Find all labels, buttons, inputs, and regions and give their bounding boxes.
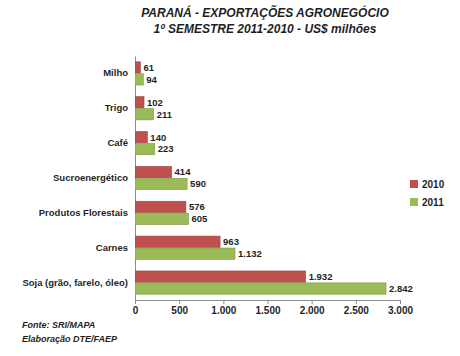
bar (135, 109, 154, 120)
bars (135, 62, 386, 294)
legend-label: 2011 (422, 197, 444, 208)
x-tick: 500 (171, 300, 188, 316)
x-tick-mark (268, 300, 269, 304)
bar (135, 213, 188, 224)
title: PARANÁ - EXPORTAÇÕES AGRONEGÓCIO (141, 5, 389, 20)
bar (135, 97, 144, 108)
y-tick: Sucroenergético (53, 172, 135, 183)
data-label: 1.932 (309, 271, 333, 282)
bar (135, 248, 235, 259)
y-tick: Carnes (96, 242, 135, 253)
y-axis: Milho Trigo Café Sucroenergético Produtos Fl… (22, 57, 135, 301)
bar (135, 143, 155, 154)
data-label: 576 (189, 201, 205, 212)
x-tick-mark (135, 300, 136, 304)
x-tick-mark (400, 300, 401, 304)
y-tick-label: Sucroenergético (53, 172, 128, 183)
annotation: Elaboração DTE/FAEP (22, 334, 118, 344)
data-label: 102 (147, 97, 163, 108)
x-tick: 3.000 (388, 300, 413, 316)
data-label: 2.842 (389, 283, 413, 294)
y-tick: Soja (grão, farelo, óleo) (22, 277, 135, 288)
data-label: 414 (175, 166, 192, 177)
legend-label: 2010 (422, 179, 445, 190)
x-tick-label: 0 (133, 305, 139, 316)
data-label: 963 (223, 236, 239, 247)
y-tick: Milho (103, 67, 135, 78)
data-label: 1.132 (238, 248, 262, 259)
data-label: 223 (158, 143, 174, 154)
x-tick-mark (312, 300, 313, 304)
data-label: 61 (143, 62, 154, 73)
y-tick-label: Produtos Florestais (39, 207, 128, 218)
bar (135, 74, 143, 85)
legend: 2010 2011 (410, 179, 445, 208)
data-label: 590 (190, 178, 206, 189)
y-tick: Produtos Florestais (39, 207, 135, 218)
x-tick-mark (356, 300, 357, 304)
bar (135, 201, 186, 212)
x-tick-label: 3.000 (388, 305, 413, 316)
y-tick-label: Soja (grão, farelo, óleo) (22, 277, 128, 288)
y-tick-label: Carnes (96, 242, 128, 253)
x-tick: 1.500 (255, 300, 280, 316)
bar (135, 62, 140, 73)
x-tick: 2.000 (300, 300, 325, 316)
bar (135, 132, 147, 143)
legend-swatch (410, 198, 418, 206)
bar (135, 283, 386, 294)
bar (135, 271, 306, 282)
data-label: 211 (157, 109, 173, 120)
x-tick: 0 (133, 300, 139, 316)
legend-swatch (410, 180, 418, 188)
y-tick: Trigo (105, 102, 135, 113)
x-tick-mark (179, 300, 180, 304)
annotation: Fonte: SRI/MAPA (22, 320, 95, 330)
data-labels: 61 102 140 414 576 963 1.932 94 211 223 590 605 1.13… (143, 62, 412, 294)
x-axis-line (136, 301, 401, 305)
data-label: 140 (150, 132, 166, 143)
x-tick-label: 500 (171, 305, 188, 316)
x-tick: 1.000 (211, 300, 236, 316)
chart-svg: PARANÁ - EXPORTAÇÕES AGRONEGÓCIO 1º SEMES… (0, 0, 460, 356)
data-label: 94 (146, 74, 157, 85)
y-tick: Café (107, 137, 135, 148)
y-tick-label: Milho (103, 67, 128, 78)
bar (135, 166, 172, 177)
chart-container: PARANÁ - EXPORTAÇÕES AGRONEGÓCIO 1º SEMES… (0, 0, 460, 356)
data-label: 605 (191, 213, 208, 224)
x-tick-label: 1.000 (211, 305, 236, 316)
x-tick-label: 1.500 (255, 305, 280, 316)
x-axis: 0 500 1.000 1.500 2.000 2.500 3.000 (133, 300, 414, 316)
y-tick-label: Trigo (105, 102, 128, 113)
y-tick-label: Café (107, 137, 128, 148)
x-tick: 2.500 (344, 300, 369, 316)
x-tick-mark (223, 300, 224, 304)
bar (135, 178, 187, 189)
x-tick-label: 2.500 (344, 305, 369, 316)
subtitle: 1º SEMESTRE 2011-2010 - US$ milhões (154, 22, 377, 36)
bar (135, 236, 220, 247)
x-tick-label: 2.000 (300, 305, 325, 316)
